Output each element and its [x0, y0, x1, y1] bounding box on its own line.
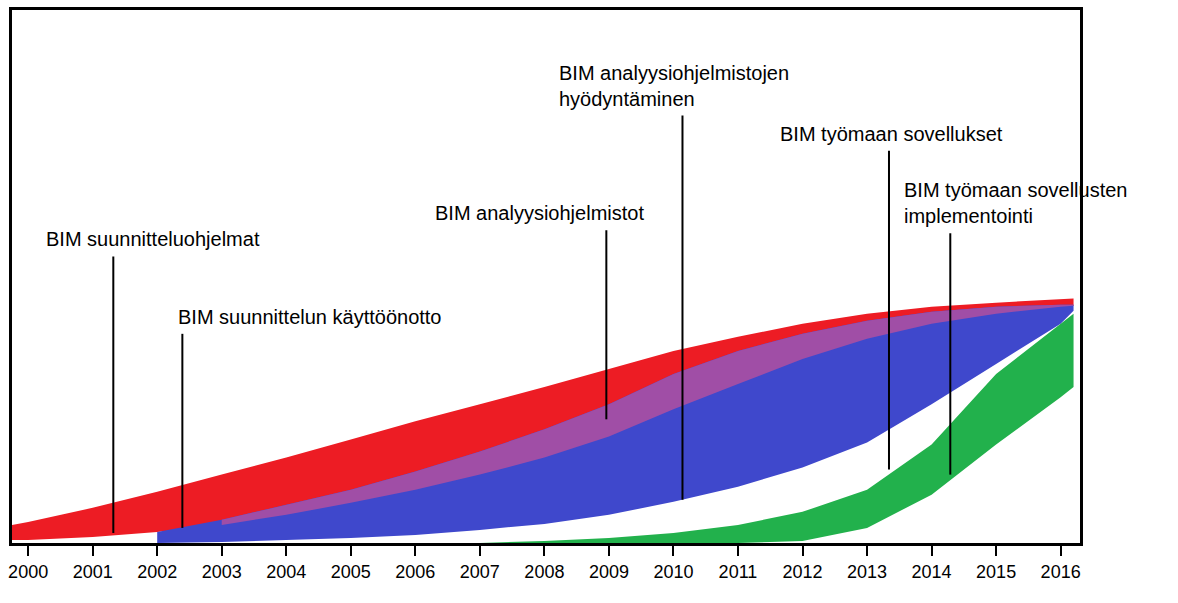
svg-text:2008: 2008: [524, 562, 564, 582]
svg-text:BIM analyysiohjelmistot: BIM analyysiohjelmistot: [435, 202, 644, 224]
svg-text:2012: 2012: [782, 562, 822, 582]
svg-text:2000: 2000: [8, 562, 48, 582]
svg-text:2014: 2014: [912, 562, 952, 582]
svg-text:BIM työmaan sovellukset: BIM työmaan sovellukset: [780, 123, 1003, 145]
svg-text:2013: 2013: [847, 562, 887, 582]
svg-text:BIM suunnitteluohjelmat: BIM suunnitteluohjelmat: [46, 228, 260, 250]
svg-text:BIM suunnittelun käyttöönotto: BIM suunnittelun käyttöönotto: [178, 306, 442, 328]
svg-text:BIM työmaan sovellustenimpleme: BIM työmaan sovellustenimplementointi: [904, 179, 1127, 227]
svg-text:2010: 2010: [653, 562, 693, 582]
svg-text:2003: 2003: [202, 562, 242, 582]
svg-text:2002: 2002: [137, 562, 177, 582]
svg-text:2005: 2005: [331, 562, 371, 582]
svg-text:2009: 2009: [589, 562, 629, 582]
svg-text:2001: 2001: [73, 562, 113, 582]
svg-text:2006: 2006: [395, 562, 435, 582]
svg-text:2007: 2007: [460, 562, 500, 582]
svg-text:2016: 2016: [1041, 562, 1081, 582]
svg-text:BIM analyysiohjelmistojenhyödy: BIM analyysiohjelmistojenhyödyntäminen: [559, 62, 789, 110]
svg-text:2011: 2011: [719, 562, 758, 582]
svg-text:2004: 2004: [266, 562, 306, 582]
svg-text:2015: 2015: [976, 562, 1016, 582]
